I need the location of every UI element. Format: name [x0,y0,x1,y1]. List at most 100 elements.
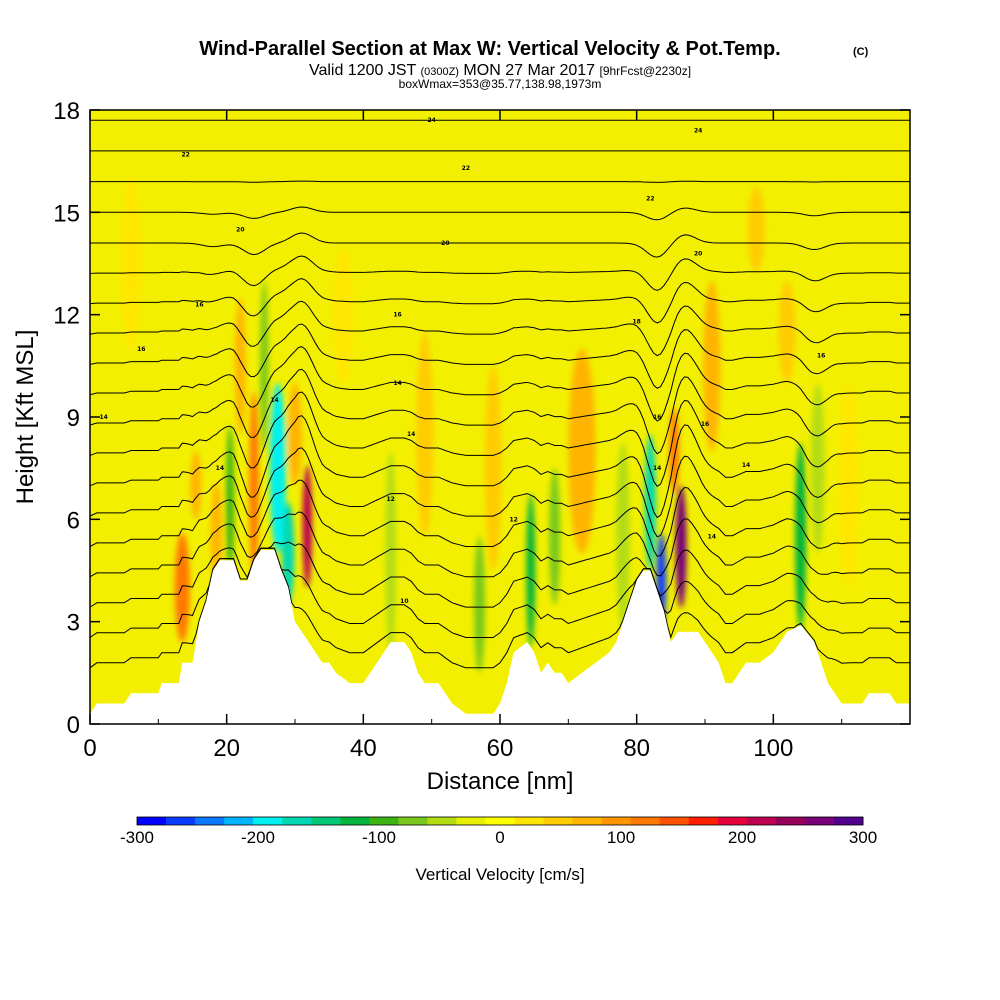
isentrope-line [90,255,910,291]
colorbar-swatch [804,817,835,825]
isentrope-line [90,541,910,608]
isentrope-label: 14 [99,414,107,421]
colorbar-swatch [369,817,399,825]
isentrope-label: 14 [742,462,750,469]
velocity-cell [675,485,687,609]
subtitle-valid: Valid 1200 JST [309,62,417,79]
subtitle-utc: (0300Z) [420,66,459,78]
isentrope-label: 10 [400,598,408,605]
velocity-cell [288,382,302,486]
y-tick-label: 3 [67,610,80,637]
isentrope-label: 22 [181,151,189,158]
y-tick-label: 0 [67,712,80,739]
colorbar-swatch [427,817,457,825]
colorbar-swatch [601,817,632,825]
velocity-cell [249,391,259,580]
isentrope-label: 22 [462,165,470,172]
isentrope-label: 18 [632,318,640,325]
isentrope-label: 16 [195,301,203,308]
colorbar-swatch [398,817,428,825]
colorbar-tick-label: 0 [495,828,504,847]
velocity-cell [568,348,596,554]
isentrope-line [90,415,910,519]
colorbar-swatch [833,817,864,825]
isentrope-line [90,278,910,324]
isentrope-label: 20 [441,240,449,247]
colorbar-swatch [572,817,603,825]
velocity-cell [747,186,765,273]
isentrope-label: 14 [393,380,401,387]
colorbar-swatch [717,817,748,825]
colorbar-swatch [514,817,545,825]
x-tick-label: 40 [350,735,377,762]
colorbar-swatch [456,817,486,825]
colorbar-tick-label: -300 [120,828,154,847]
isentrope-label: 16 [653,414,661,421]
isentrope-label: 20 [694,250,702,257]
colorbar-swatch [746,817,777,825]
isentrope-line [90,368,910,455]
velocity-cell [838,382,859,588]
isentrope-line [90,180,910,183]
colorbar-swatch [659,817,690,825]
velocity-cell [174,532,190,643]
colorbar-tick-label: 100 [607,828,635,847]
colorbar-tick-label: 300 [849,828,877,847]
velocity-cell [778,280,796,383]
y-axis-ticks: 0 3 6 9 12 15 18 [53,98,910,739]
isentrope-label: 22 [646,196,654,203]
colorbar-swatch [137,817,167,825]
y-tick-label: 9 [67,405,80,432]
x-axis-ticks: 0 20 40 60 80 100 [83,110,843,762]
isentrope-label: 14 [407,431,415,438]
colorbar-swatch [195,817,225,825]
y-tick-label: 12 [53,303,80,330]
velocity-cell [332,246,354,383]
colorbar-tick-label: 200 [728,828,756,847]
isentrope-label: 16 [393,312,401,319]
velocity-cell [549,468,561,605]
colorbar-swatch [485,817,516,825]
isentrope-label: 16 [817,353,825,360]
chart-subsubtitle: boxWmax=353@35.77,138.98,1973m [399,77,602,91]
colorbar-swatch [253,817,283,825]
isentrope-line [90,346,910,422]
y-axis-label: Height [Kft MSL] [12,330,39,505]
velocity-cell [474,536,485,673]
x-axis-label: Distance [nm] [427,768,574,795]
isentrope-line [90,323,910,389]
subtitle-date: MON 27 Mar 2017 [463,62,595,79]
x-tick-label: 20 [213,735,240,762]
isentrope-label: 24 [694,127,702,134]
velocity-cell [810,382,825,554]
y-tick-label: 6 [67,507,80,534]
velocity-cell [616,442,630,631]
colorbar-swatch [630,817,661,825]
isentrope-label: 14 [270,397,278,404]
velocity-cell [385,451,397,656]
velocity-cell [484,365,502,571]
colorbar-swatch [166,817,196,825]
colorbar-swatch [282,817,312,825]
isentrope-label: 16 [701,421,709,428]
colorbar-swatch [311,817,341,825]
colorbar-swatch [340,817,370,825]
x-tick-label: 0 [83,735,96,762]
colorbar-frame [136,816,864,826]
velocity-cell [416,331,434,537]
colorbar-swatch [224,817,254,825]
chart-title: Wind-Parallel Section at Max W: Vertical… [199,38,780,60]
isentrope-line [90,479,910,557]
velocity-cell [260,280,269,452]
colorbar-tick-label: -100 [362,828,396,847]
colorbar-tick-label: -200 [241,828,275,847]
velocity-cell [120,178,142,349]
terrain [90,550,910,724]
x-tick-label: 80 [623,735,650,762]
velocity-cell [225,425,235,580]
chart-title-mark: (C) [853,46,869,58]
colorbar-swatch [775,817,806,825]
isentrope-line [90,206,910,221]
isentrope-line [90,391,910,487]
